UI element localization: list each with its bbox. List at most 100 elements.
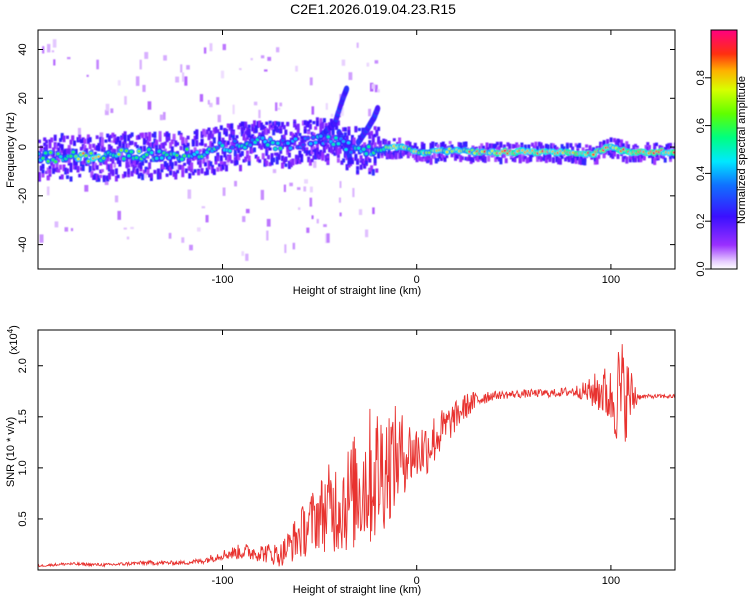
heatmap-speckle: [139, 59, 142, 70]
heatmap-cell: [569, 154, 573, 161]
heatmap-cell: [482, 145, 485, 150]
heatmap-cell: [450, 151, 454, 158]
heatmap-ridge-core: [273, 147, 277, 151]
heatmap-cell: [263, 158, 267, 164]
heatmap-cell: [165, 131, 169, 138]
heatmap-cell: [322, 118, 326, 123]
heatmap-ridge-core: [69, 154, 73, 158]
heatmap-cell: [55, 166, 59, 173]
heatmap-cell: [74, 166, 78, 170]
y-tick-label: 2.0: [17, 358, 29, 373]
heatmap-speckle: [126, 236, 130, 240]
heatmap-cell: [579, 158, 583, 165]
heatmap-cell: [69, 176, 73, 182]
heatmap-cell: [134, 169, 138, 174]
heatmap-cell: [102, 161, 106, 165]
heatmap-cell: [73, 140, 76, 146]
heatmap-speckle: [245, 208, 250, 214]
heatmap-cell: [541, 157, 545, 161]
heatmap-cell: [102, 147, 106, 153]
heatmap-cell: [319, 122, 323, 129]
heatmap-cell: [267, 154, 270, 160]
heatmap-cell: [81, 144, 85, 149]
heatmap-ridge-core: [122, 157, 126, 161]
heatmap-cell: [436, 150, 440, 157]
heatmap-cell: [90, 171, 94, 177]
heatmap-cell: [123, 171, 127, 178]
y-tick-label: -20: [17, 188, 29, 204]
heatmap-cell: [113, 148, 117, 155]
heatmap-speckle: [64, 227, 69, 232]
heatmap-speckle: [352, 188, 355, 198]
heatmap-cell: [39, 165, 43, 171]
heatmap-cell: [525, 157, 529, 164]
heatmap-speckle: [199, 94, 204, 102]
heatmap-cell: [165, 162, 169, 170]
heatmap-cell: [298, 133, 302, 137]
heatmap-cell: [368, 168, 372, 172]
heatmap-cell: [100, 137, 104, 144]
heatmap-speckle: [110, 108, 114, 113]
heatmap-cell: [244, 137, 248, 143]
heatmap-speckle: [86, 74, 89, 77]
heatmap-speckle: [144, 172, 147, 179]
heatmap-cell: [142, 169, 146, 174]
heatmap-cell: [134, 142, 138, 147]
heatmap-cell: [57, 168, 61, 173]
heatmap-cell: [100, 144, 104, 151]
heatmap-cell: [81, 138, 85, 144]
heatmap-cell: [324, 123, 328, 128]
heatmap-cell: [221, 150, 225, 155]
heatmap-cell: [310, 143, 314, 151]
heatmap-cell: [537, 141, 541, 147]
heatmap-speckle: [304, 179, 308, 184]
heatmap-cell: [555, 155, 559, 163]
heatmap-ridge-core: [364, 152, 368, 156]
heatmap-cell: [158, 172, 162, 180]
heatmap-cell: [205, 129, 209, 135]
heatmap-cell: [102, 175, 106, 183]
heatmap-cell: [321, 122, 325, 129]
heatmap-cell: [634, 143, 637, 147]
heatmap-cell: [336, 151, 340, 158]
heatmap-cell: [148, 142, 152, 148]
heatmap-cell: [315, 152, 319, 159]
heatmap-cell: [373, 156, 377, 164]
heatmap-cell: [41, 153, 45, 157]
heatmap-cell: [114, 175, 118, 182]
heatmap-cell: [230, 123, 234, 129]
heatmap-cell: [95, 173, 99, 181]
heatmap-cell: [69, 167, 73, 173]
heatmap-cell: [270, 158, 274, 166]
heatmap-cell: [265, 160, 269, 167]
heatmap-cell: [602, 140, 606, 146]
heatmap-speckle: [180, 64, 183, 73]
heatmap-cell: [298, 154, 302, 158]
heatmap-cell: [572, 158, 576, 163]
heatmap-cell: [69, 162, 73, 170]
heatmap-cell: [235, 135, 239, 139]
heatmap-cell: [651, 153, 655, 160]
heatmap-cell: [43, 137, 47, 141]
heatmap-cell: [366, 146, 370, 154]
heatmap-cell: [562, 146, 566, 153]
heatmap-cell: [495, 141, 499, 146]
heatmap-cell: [92, 165, 96, 171]
spectrogram-x-label: Height of straight line (km): [293, 285, 421, 297]
heatmap-cell: [146, 169, 150, 175]
heatmap-cell: [268, 124, 272, 130]
heatmap-cell: [114, 137, 118, 143]
heatmap-cell: [324, 144, 328, 150]
heatmap-cell: [144, 133, 148, 139]
heatmap-ridge-core: [119, 148, 123, 152]
heatmap-cell: [144, 140, 148, 144]
heatmap-cell: [235, 154, 239, 161]
heatmap-speckle: [77, 127, 81, 137]
heatmap-cell: [527, 144, 531, 150]
heatmap-speckle: [377, 89, 380, 93]
heatmap-cell: [630, 154, 634, 160]
heatmap-cell: [59, 164, 62, 170]
heatmap-cell: [226, 155, 230, 163]
heatmap-cell: [155, 143, 159, 148]
heatmap-cell: [483, 156, 487, 163]
